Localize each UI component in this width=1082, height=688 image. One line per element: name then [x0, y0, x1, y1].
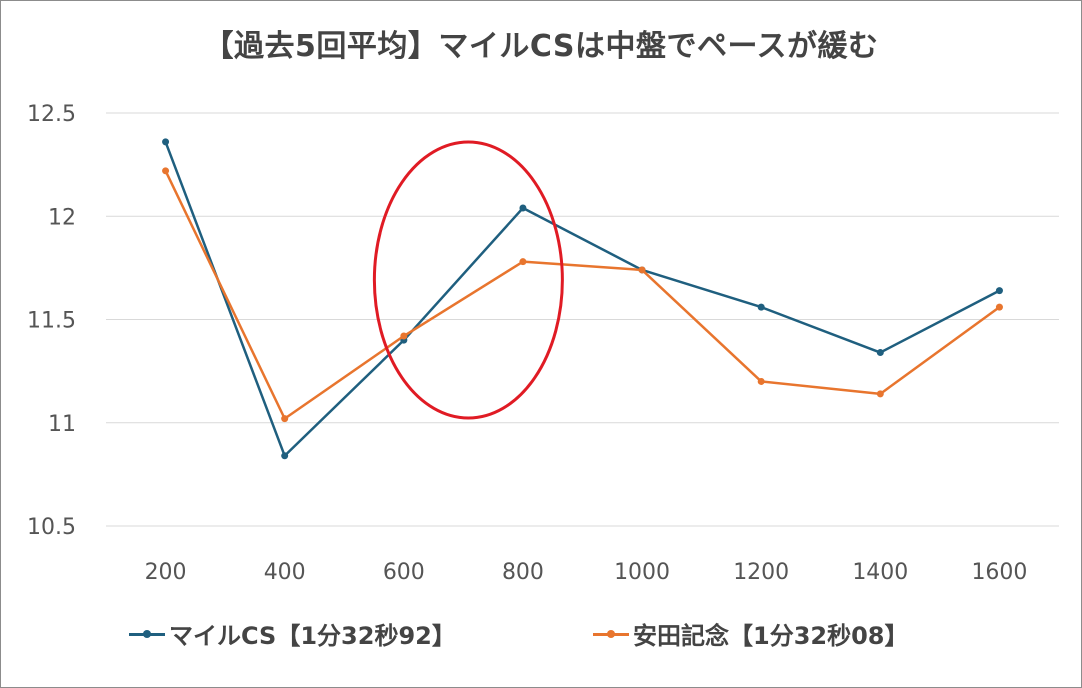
data-point: [638, 266, 646, 274]
legend-label-series-2: 安田記念【1分32秒08】: [633, 622, 909, 650]
x-tick-label: 600: [383, 560, 425, 585]
x-tick-label: 1200: [733, 560, 789, 585]
y-tick-label: 11.5: [27, 309, 76, 334]
data-point: [995, 303, 1003, 311]
legend-swatch-series-2: [593, 624, 629, 644]
y-tick-label: 10.5: [27, 515, 76, 540]
x-tick-label: 1400: [852, 560, 908, 585]
data-point: [757, 303, 765, 311]
y-tick-label: 12.5: [27, 102, 76, 127]
data-point: [281, 452, 289, 460]
highlight-ellipse: [372, 140, 564, 420]
series-line-2: [164, 170, 1001, 420]
x-tick-label: 800: [502, 560, 544, 585]
legend-label-series-1: マイルCS【1分32秒92】: [169, 622, 456, 650]
chart-title: 【過去5回平均】マイルCSは中盤でペースが緩む: [203, 29, 879, 64]
data-point: [519, 258, 527, 266]
x-tick-label: 400: [264, 560, 306, 585]
data-point: [519, 204, 527, 212]
data-point: [162, 138, 170, 146]
x-tick-label: 200: [145, 560, 187, 585]
legend-item-series-2: 安田記念【1分32秒08】: [593, 616, 909, 651]
legend-item-series-1: マイルCS【1分32秒92】: [129, 616, 456, 651]
legend-swatch-series-1: [129, 624, 165, 644]
x-tick-label: 1000: [614, 560, 670, 585]
y-tick-label: 12: [48, 205, 76, 230]
legend: マイルCS【1分32秒92】 安田記念【1分32秒08】: [1, 616, 1081, 656]
data-point: [995, 287, 1003, 295]
data-point: [400, 332, 408, 340]
data-point: [757, 377, 765, 385]
data-point: [162, 167, 170, 175]
data-point: [876, 349, 884, 357]
data-point: [876, 390, 884, 398]
series-line-1: [164, 141, 1001, 458]
x-tick-label: 1600: [971, 560, 1027, 585]
y-tick-label: 11: [48, 412, 76, 437]
data-point: [281, 415, 289, 423]
